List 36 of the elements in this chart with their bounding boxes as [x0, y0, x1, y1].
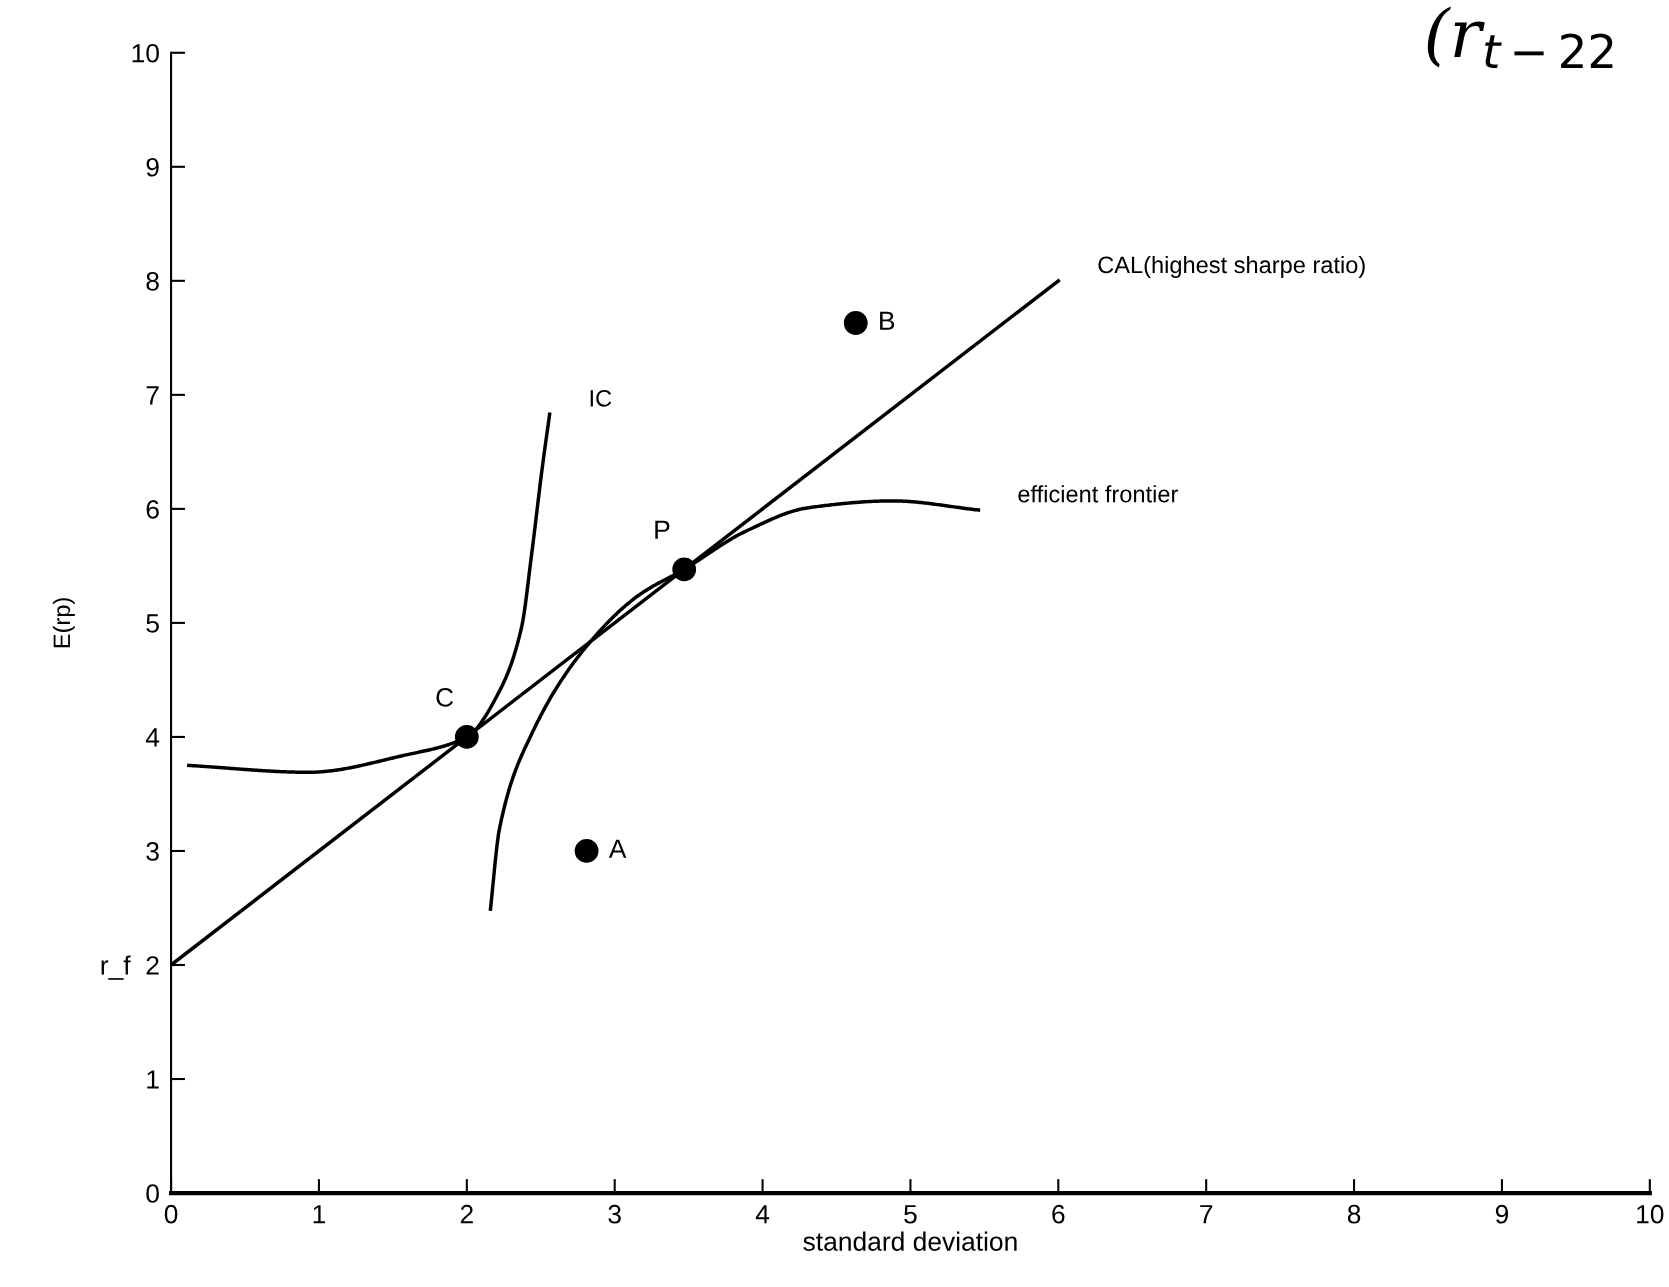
series-label: IC — [590, 389, 612, 407]
point — [843, 311, 868, 335]
y-tick-label: 9 — [146, 157, 159, 177]
x-tick-label: 7 — [1200, 1205, 1213, 1224]
annotation: B — [880, 311, 895, 330]
annotation: (r$_{t−22}$ — [1427, 6, 1613, 69]
x-tick-label: 8 — [1347, 1204, 1361, 1224]
y-tick-label: 3 — [146, 842, 159, 861]
x-axis-title: standard deviation — [803, 1231, 1017, 1251]
x-tick-label: 3 — [608, 1204, 621, 1224]
x-tick-label: 1 — [313, 1205, 325, 1224]
point — [672, 557, 697, 582]
x-tick-label: 0 — [164, 1204, 178, 1224]
y-axis-title: E(rp) — [52, 598, 75, 648]
point — [574, 839, 599, 863]
x-tick-label: 10 — [1637, 1204, 1664, 1224]
point — [454, 725, 479, 749]
y-tick-label: 6 — [146, 500, 159, 519]
series-label: CAL(highest sharpe ratio) — [1098, 255, 1365, 278]
annotation: A — [608, 839, 627, 858]
y-tick-label: 7 — [146, 386, 159, 405]
y-tick-label: 10 — [132, 43, 159, 63]
y-tick-label: 8 — [146, 271, 159, 291]
x-tick-label: 5 — [904, 1205, 917, 1224]
y-tick-label: 0 — [146, 1184, 159, 1203]
x-tick-label: 6 — [1052, 1204, 1065, 1224]
y-tick-label: 4 — [145, 728, 160, 747]
x-tick-label: 9 — [1495, 1204, 1509, 1224]
y-tick-label: 5 — [146, 614, 159, 633]
y-tick-label: 1 — [147, 1070, 159, 1089]
annotation: C — [436, 688, 454, 707]
annotation: P — [655, 520, 670, 539]
x-tick-label: 2 — [460, 1204, 473, 1224]
y-tick-label: r_f 2 — [101, 955, 159, 980]
x-tick-label: 4 — [755, 1205, 770, 1224]
series-label: efficient frontier — [1018, 485, 1178, 503]
